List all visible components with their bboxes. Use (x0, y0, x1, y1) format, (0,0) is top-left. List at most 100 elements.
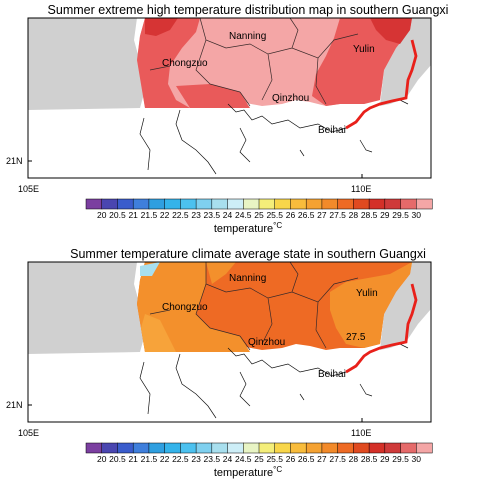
colorbar-tick-label: 29 (380, 454, 390, 464)
colorbar-tick-label: 26 (286, 210, 296, 220)
colorbar-swatch (368, 198, 386, 210)
colorbar-swatch (305, 198, 323, 210)
province-edge (345, 39, 418, 130)
colorbar-tick-label: 23 (191, 210, 201, 220)
colorbar-tick-label: 22.5 (172, 210, 189, 220)
colorbar-tick-label: 28 (349, 454, 359, 464)
colorbar-swatch (132, 198, 150, 210)
colorbar-tick-label: 28 (349, 210, 359, 220)
colorbar-tick-label: 24.5 (235, 454, 252, 464)
extreme-temperature-map-panel: Summer extreme high temperature distribu… (0, 0, 496, 236)
colorbar-tick-label: 23.5 (204, 210, 221, 220)
colorbar-swatch (368, 442, 386, 454)
colorbar-tick-label: 27.5 (329, 454, 346, 464)
colorbar: 20 20.5 21 21.5 22 22.5 23 23.5 24 24.5 25 25.5 26 26… (85, 442, 433, 464)
colorbar-tick-label: 20.5 (109, 210, 126, 220)
colorbar-swatch (243, 442, 260, 454)
colorbar-swatch (416, 442, 433, 454)
county-borders (149, 17, 359, 107)
colorbar-tick-label: 21.5 (141, 210, 158, 220)
colorbar-tick-label: 20 (97, 210, 107, 220)
colorbar-swatch (211, 198, 229, 210)
place-label-qinzhou: Qinzhou (272, 93, 309, 104)
colorbar-tick-label: 24.5 (235, 210, 252, 220)
map-border (27, 17, 432, 179)
colorbar-tick-label: 30 (412, 210, 422, 220)
colorbar-swatch (227, 442, 244, 454)
region-warm-north (206, 262, 236, 284)
colorbar-swatch (400, 442, 417, 454)
colorbar-swatch (195, 442, 213, 454)
colorbar-swatch (337, 442, 354, 454)
colorbar-swatch (290, 198, 307, 210)
colorbar-tick-label: 24 (223, 454, 233, 464)
lon-label-110e: 110E (351, 184, 371, 194)
colorbar-swatch (353, 442, 370, 454)
map-title: Summer temperature climate average state… (70, 247, 426, 261)
colorbar-swatch (195, 198, 213, 210)
colorbar-tick-label: 30 (412, 454, 422, 464)
region-cool-corner (140, 262, 160, 276)
region-warm-west (137, 18, 200, 108)
colorbar-title: temperature°C (214, 221, 283, 235)
map-border (27, 261, 432, 423)
place-label-nanning: Nanning (229, 273, 266, 284)
colorbar-swatch (117, 442, 134, 454)
colorbar-swatch (384, 442, 402, 454)
colorbar-swatch (400, 198, 417, 210)
lat-label: 21N (6, 400, 23, 410)
place-label-yulin: Yulin (356, 288, 378, 299)
average-temperature-map-panel: Summer temperature climate average state… (0, 244, 496, 480)
colorbar-title: temperature°C (214, 465, 283, 479)
colorbar-swatch (85, 442, 103, 454)
colorbar-swatch (384, 198, 402, 210)
land-gray (28, 18, 145, 110)
region-hot-southwest (141, 314, 176, 352)
region-warm-east (330, 262, 412, 348)
colorbar-tick-label: 25.5 (266, 210, 283, 220)
colorbar-tick-label: 26.5 (298, 210, 315, 220)
colorbar-tick-label: 25 (254, 210, 264, 220)
colorbar: 20 20.5 21 21.5 22 22.5 23 23.5 24 24.5 25 25.5 26 26… (85, 198, 433, 220)
colorbar-swatch (85, 198, 103, 210)
county-borders (149, 261, 359, 351)
map-canvas: Nanning Chongzuo Yulin Qinzhou Beihai 21… (6, 17, 433, 235)
region-hot-west (145, 18, 178, 36)
colorbar-swatch (321, 442, 339, 454)
colorbar-tick-label: 22 (160, 210, 170, 220)
coastline (139, 343, 409, 419)
colorbar-tick-label: 29 (380, 210, 390, 220)
colorbar-tick-label: 23.5 (204, 454, 221, 464)
place-label-chongzuo: Chongzuo (162, 58, 208, 69)
colorbar-tick-label: 27.5 (329, 210, 346, 220)
colorbar-tick-label: 21 (128, 454, 138, 464)
colorbar-swatch (148, 442, 166, 454)
colorbar-tick-label: 28.5 (361, 454, 378, 464)
region-hot-east (370, 18, 412, 44)
colorbar-swatch (117, 198, 134, 210)
colorbar-tick-label: 29.5 (392, 454, 409, 464)
lon-label-110e: 110E (351, 428, 371, 438)
lon-label-105e: 105E (18, 428, 39, 438)
colorbar-swatch (101, 442, 119, 454)
place-label-qinzhou: Qinzhou (248, 337, 285, 348)
colorbar-tick-label: 26 (286, 454, 296, 464)
map-canvas: Nanning Chongzuo Yulin Qinzhou Beihai 27… (6, 261, 433, 479)
colorbar-swatch (305, 442, 323, 454)
colorbar-tick-label: 25 (254, 454, 264, 464)
colorbar-swatch (211, 442, 229, 454)
colorbar-swatch (180, 198, 197, 210)
place-label-nanning: Nanning (229, 31, 266, 42)
colorbar-swatch (243, 198, 260, 210)
colorbar-tick-label: 21 (128, 210, 138, 220)
colorbar-swatch (337, 198, 354, 210)
colorbar-swatch (227, 198, 244, 210)
province-edge (345, 283, 418, 374)
colorbar-swatch (132, 442, 150, 454)
place-label-beihai: Beihai (318, 369, 346, 380)
colorbar-swatch (180, 442, 197, 454)
lat-label: 21N (6, 156, 23, 166)
colorbar-tick-label: 29.5 (392, 210, 409, 220)
colorbar-tick-label: 20 (97, 454, 107, 464)
land-gray-east (380, 262, 431, 350)
